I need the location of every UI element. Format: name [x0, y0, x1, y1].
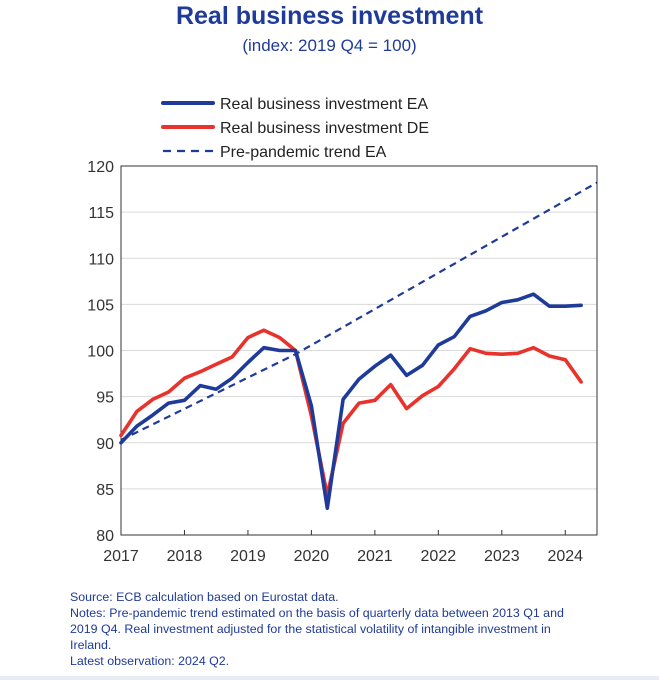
- chart-subtitle: (index: 2019 Q4 = 100): [242, 36, 417, 55]
- line-chart: 80 85 90 95 100 105 110 115 120 2017 2018 2019 2020…: [87, 96, 598, 565]
- legend: Real business investment EA Real business…: [161, 96, 429, 161]
- x-axis-ticks: 2017 2018 2019 2020 2021 2022 2023 2024: [103, 530, 583, 565]
- y-tick-label: 90: [96, 436, 114, 453]
- series-lines: [119, 181, 598, 511]
- series-line-real-business-investment-de: [119, 328, 583, 498]
- y-tick-label: 80: [96, 528, 114, 545]
- methodology-note-line-2: 2019 Q4. Real investment adjusted for th…: [70, 622, 551, 636]
- bottom-rule: [0, 676, 659, 680]
- methodology-note-line-3: Ireland.: [70, 638, 112, 652]
- y-tick-label: 85: [96, 482, 114, 499]
- y-axis-ticks: 80 85 90 95 100 105 110 115 120: [87, 159, 114, 545]
- x-tick-label: 2018: [167, 548, 203, 565]
- x-tick-label: 2022: [421, 548, 457, 565]
- chart-notes: Source: ECB calculation based on Eurosta…: [70, 589, 630, 669]
- latest-observation-note: Latest observation: 2024 Q2.: [70, 654, 230, 668]
- y-tick-label: 120: [87, 159, 114, 176]
- x-tick-label: 2020: [294, 548, 330, 565]
- source-note: Source: ECB calculation based on Eurosta…: [70, 590, 339, 604]
- methodology-note-line-1: Notes: Pre-pandemic trend estimated on t…: [70, 606, 564, 620]
- y-tick-label: 100: [87, 344, 114, 361]
- plot-frame: [120, 165, 598, 536]
- y-tick-label: 95: [96, 390, 114, 407]
- x-tick-label: 2021: [357, 548, 393, 565]
- x-tick-label: 2023: [484, 548, 520, 565]
- legend-label: Pre-pandemic trend EA: [220, 144, 387, 161]
- x-tick-label: 2019: [230, 548, 266, 565]
- y-tick-label: 105: [87, 297, 114, 314]
- series-line-real-business-investment-ea: [119, 292, 583, 511]
- y-tick-label: 110: [88, 251, 114, 268]
- x-tick-label: 2017: [103, 548, 139, 565]
- y-tick-label: 115: [88, 205, 114, 222]
- legend-label: Real business investment DE: [220, 120, 429, 137]
- legend-label: Real business investment EA: [220, 96, 428, 113]
- x-tick-label: 2024: [547, 548, 583, 565]
- grid-lines: [121, 211, 597, 490]
- chart-title: Real business investment: [175, 2, 484, 30]
